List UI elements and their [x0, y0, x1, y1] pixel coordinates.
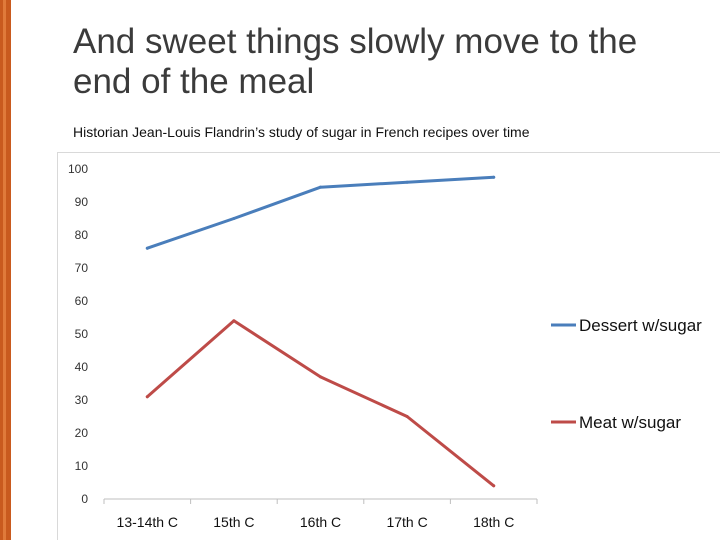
- data-point: [319, 375, 322, 379]
- series-line-meat: [145, 319, 496, 488]
- y-tick-label: 0: [81, 492, 88, 506]
- y-tick-label: 80: [75, 228, 89, 242]
- slide-title: And sweet things slowly move to the end …: [73, 22, 638, 101]
- y-tick-label: 50: [75, 327, 89, 341]
- slide-accent-bar: [0, 0, 11, 540]
- data-point: [145, 395, 149, 399]
- data-point: [232, 217, 236, 220]
- data-point: [492, 484, 496, 488]
- data-point: [405, 415, 409, 418]
- y-tick-label: 20: [75, 426, 89, 440]
- x-tick-label: 16th C: [300, 514, 341, 530]
- x-tick-label: 18th C: [473, 514, 514, 530]
- x-tick-label: 13-14th C: [117, 514, 178, 530]
- data-point: [319, 185, 322, 189]
- legend-label: Dessert w/sugar: [579, 316, 702, 335]
- x-tick-label: 17th C: [386, 514, 427, 530]
- data-point: [145, 246, 149, 250]
- y-tick-label: 40: [75, 360, 89, 374]
- y-tick-label: 30: [75, 393, 89, 407]
- data-point: [405, 180, 409, 184]
- data-point: [232, 319, 236, 323]
- chart-frame: [57, 152, 720, 540]
- y-tick-label: 60: [75, 294, 89, 308]
- slide-subtitle: Historian Jean-Louis Flandrin’s study of…: [73, 124, 530, 140]
- y-tick-label: 70: [75, 261, 89, 275]
- x-tick-label: 15th C: [213, 514, 254, 530]
- y-tick-label: 100: [68, 162, 88, 176]
- y-tick-label: 10: [75, 459, 89, 473]
- data-point: [492, 175, 496, 179]
- y-tick-label: 90: [75, 195, 89, 209]
- legend-label: Meat w/sugar: [579, 413, 681, 432]
